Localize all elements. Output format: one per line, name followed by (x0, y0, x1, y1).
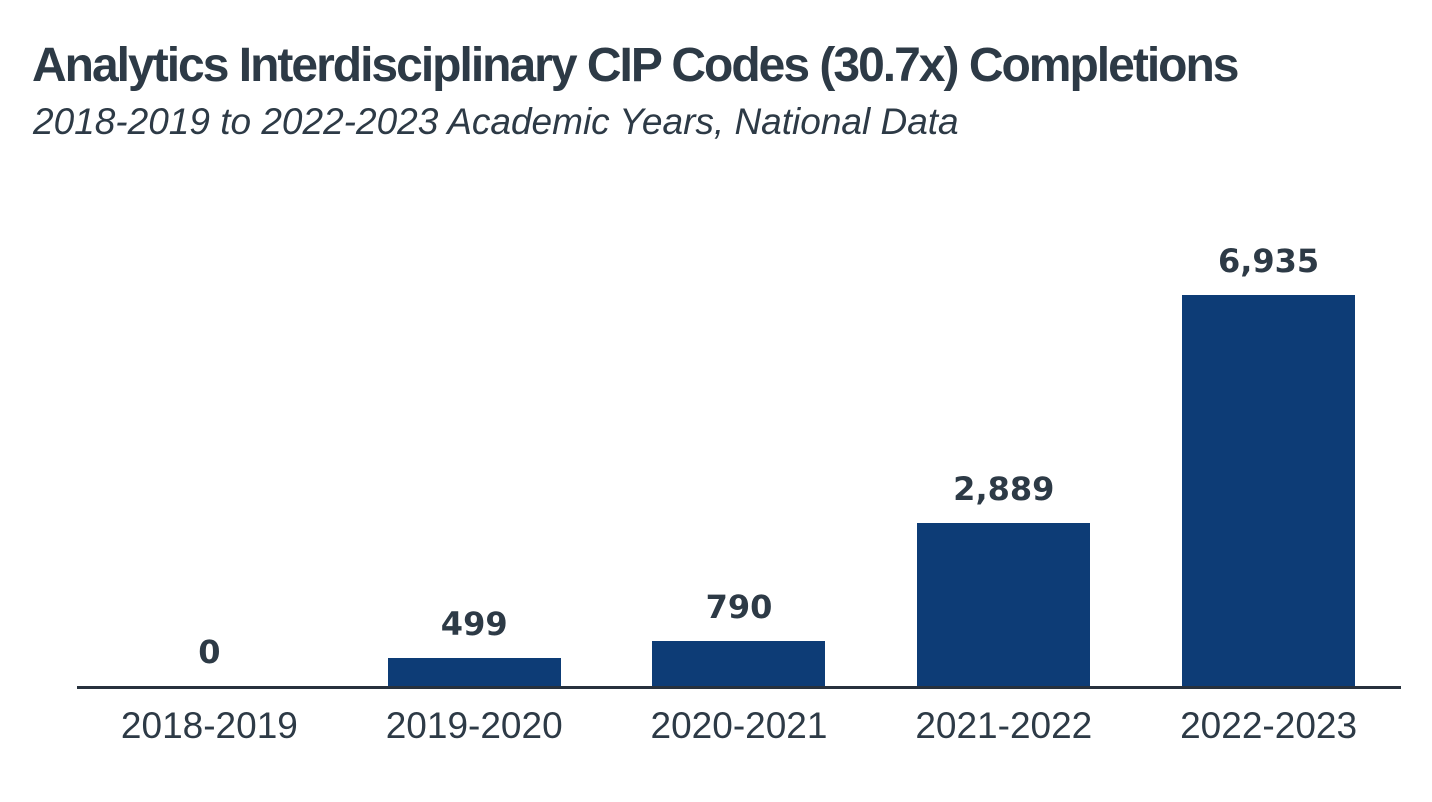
x-tick-label: 2018-2019 (120, 705, 298, 746)
bar-chart: 0 499 790 2,889 6,935 2018-2019 2019-2020 2020… (77, 240, 1401, 747)
bar-value-label: 6,935 (1217, 241, 1320, 280)
x-tick-label: 2019-2020 (385, 705, 563, 746)
x-tick-label: 2022-2023 (1180, 705, 1358, 746)
chart-subtitle: 2018-2019 to 2022-2023 Academic Years, N… (33, 101, 959, 142)
bar-group: 790 (607, 587, 872, 686)
bar-group: 6,935 (1136, 241, 1401, 686)
x-tick-label: 2021-2022 (915, 705, 1093, 746)
bar-value-label: 499 (440, 604, 508, 643)
bar (387, 658, 561, 686)
bar-group: 2,889 (871, 469, 1136, 686)
x-axis-line (77, 686, 1401, 689)
bar-value-label: 790 (705, 587, 773, 626)
bar-group: 499 (342, 604, 607, 686)
bar (917, 523, 1091, 686)
x-axis-labels: 2018-2019 2019-2020 2020-2021 2021-2022 2022… (77, 705, 1401, 747)
chart-title: Analytics Interdisciplinary CIP Codes (3… (32, 39, 1239, 92)
bar-group: 0 (77, 632, 342, 686)
bar (1182, 295, 1356, 686)
x-tick-label: 2020-2021 (650, 705, 828, 746)
bar-value-label: 2,889 (953, 469, 1055, 508)
bar (652, 641, 826, 686)
bar-value-label: 0 (198, 632, 221, 671)
plot-area: 0 499 790 2,889 6,935 (77, 240, 1401, 686)
